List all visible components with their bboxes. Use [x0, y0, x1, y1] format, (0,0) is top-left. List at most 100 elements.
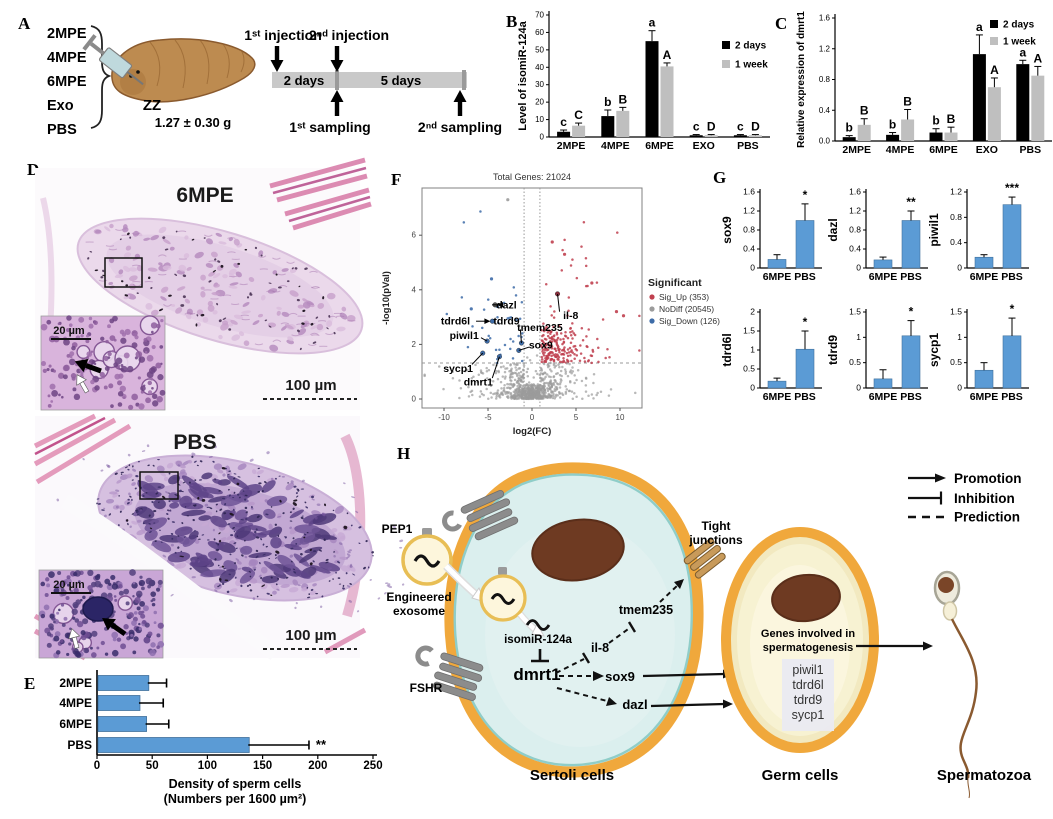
tissue-speckle	[266, 451, 270, 455]
tissue-speckle	[338, 583, 342, 585]
scatter-point	[537, 396, 541, 400]
y-tick-label: 0	[856, 263, 861, 273]
tissue-speckle	[115, 505, 119, 509]
scatter-point	[479, 390, 483, 393]
tissue-speckle	[136, 514, 139, 516]
bar	[857, 124, 871, 141]
bar	[929, 132, 943, 141]
scatter-point	[567, 296, 571, 299]
tissue-speckle	[174, 526, 193, 536]
y-tick-label: 0.5	[950, 357, 962, 367]
sig-letter: c	[560, 115, 567, 129]
tissue-speckle	[164, 248, 169, 251]
scatter-point	[516, 397, 520, 400]
tissue-speckle	[324, 503, 327, 507]
cell-dot	[76, 620, 84, 628]
sig-letter: A	[1033, 51, 1042, 65]
tissue-speckle	[260, 538, 263, 541]
tissue-speckle	[347, 550, 351, 554]
scatter-point	[544, 391, 547, 395]
tissue-speckle	[226, 590, 230, 594]
scatter-point	[565, 351, 569, 355]
scatter-point	[563, 334, 567, 337]
tissue-speckle	[349, 565, 353, 568]
cell-dot	[123, 624, 129, 630]
tissue-speckle	[363, 566, 366, 570]
tissue-speckle	[255, 555, 259, 559]
leader-line	[491, 356, 500, 379]
tissue-speckle	[388, 585, 393, 589]
cell-dot	[125, 613, 129, 616]
tissue-speckle	[170, 593, 174, 597]
cell-dot	[123, 588, 130, 595]
scatter-point	[503, 384, 506, 387]
tissue-speckle	[223, 567, 226, 570]
scatter-point	[509, 386, 512, 390]
arrow-up-head	[330, 90, 344, 102]
cell-dot	[46, 642, 52, 648]
tissue-speckle	[214, 478, 216, 481]
tissue-speckle	[238, 331, 245, 337]
tissue-speckle	[261, 575, 280, 584]
black-arrow	[102, 617, 127, 637]
diagram-legend: Promotion Inhibition Prediction	[908, 471, 1022, 525]
mechanism-diagram: PEP1 Engineered exosome FSHR isomiR-124a…	[382, 462, 1032, 799]
scatter-point	[537, 389, 540, 393]
cell-dot	[47, 403, 52, 408]
scatter-point	[576, 368, 580, 372]
tissue-speckle	[127, 498, 130, 501]
scatter-point	[496, 377, 500, 381]
tissue-speckle	[245, 511, 248, 514]
tissue-streak	[108, 248, 118, 251]
tissue-speckle	[171, 537, 174, 540]
micrograph-title: 6MPE	[176, 184, 233, 207]
scatter-point	[551, 396, 555, 400]
scatter-point	[496, 392, 500, 395]
cell-dot	[73, 603, 78, 609]
tissue-speckle	[129, 236, 132, 239]
bar	[944, 132, 958, 141]
cell-dot	[88, 316, 93, 321]
tissue-streak	[311, 286, 320, 289]
legend-swatch	[722, 41, 730, 49]
arrow-up-head	[453, 90, 467, 102]
y-tick-label: 0.8	[950, 212, 962, 222]
tissue-speckle	[194, 479, 197, 482]
scatter-point	[546, 373, 549, 376]
tissue-speckle	[315, 592, 319, 595]
tissue-speckle	[196, 535, 199, 538]
tissue-speckle	[235, 579, 242, 587]
tissue-streak	[278, 285, 288, 288]
scatter-point	[545, 381, 549, 385]
tissue-speckle	[160, 286, 169, 293]
cell-dot	[147, 631, 153, 637]
scatter-point	[621, 314, 626, 318]
y-tick-label: 50	[535, 45, 544, 54]
muscle-stripes	[33, 413, 132, 485]
y-tick-label: 1.5	[950, 307, 962, 317]
bar	[572, 125, 586, 137]
scatter-point	[606, 347, 609, 351]
tissue-speckle	[82, 458, 85, 461]
tissue-speckle	[153, 510, 157, 513]
scatter-point	[560, 374, 563, 378]
tissue-speckle	[89, 250, 93, 253]
tissue-speckle	[167, 510, 172, 512]
cell-dot	[56, 611, 60, 615]
tissue-speckle	[265, 513, 269, 516]
tissue-speckle	[108, 281, 114, 285]
cell-dot	[103, 385, 108, 390]
fish-eye	[136, 70, 140, 74]
cell-dot	[108, 582, 112, 586]
scatter-point	[520, 301, 524, 304]
inset-magnified: 20 µm	[38, 569, 165, 659]
tissue-speckle	[97, 503, 101, 505]
cell-dot	[60, 603, 65, 607]
scatter-point	[614, 310, 619, 314]
cell-dot	[60, 587, 65, 592]
scatter-point	[471, 393, 474, 397]
tissue-speckle	[292, 579, 299, 586]
tissue-speckle	[100, 276, 104, 279]
cell-dot	[143, 347, 150, 354]
